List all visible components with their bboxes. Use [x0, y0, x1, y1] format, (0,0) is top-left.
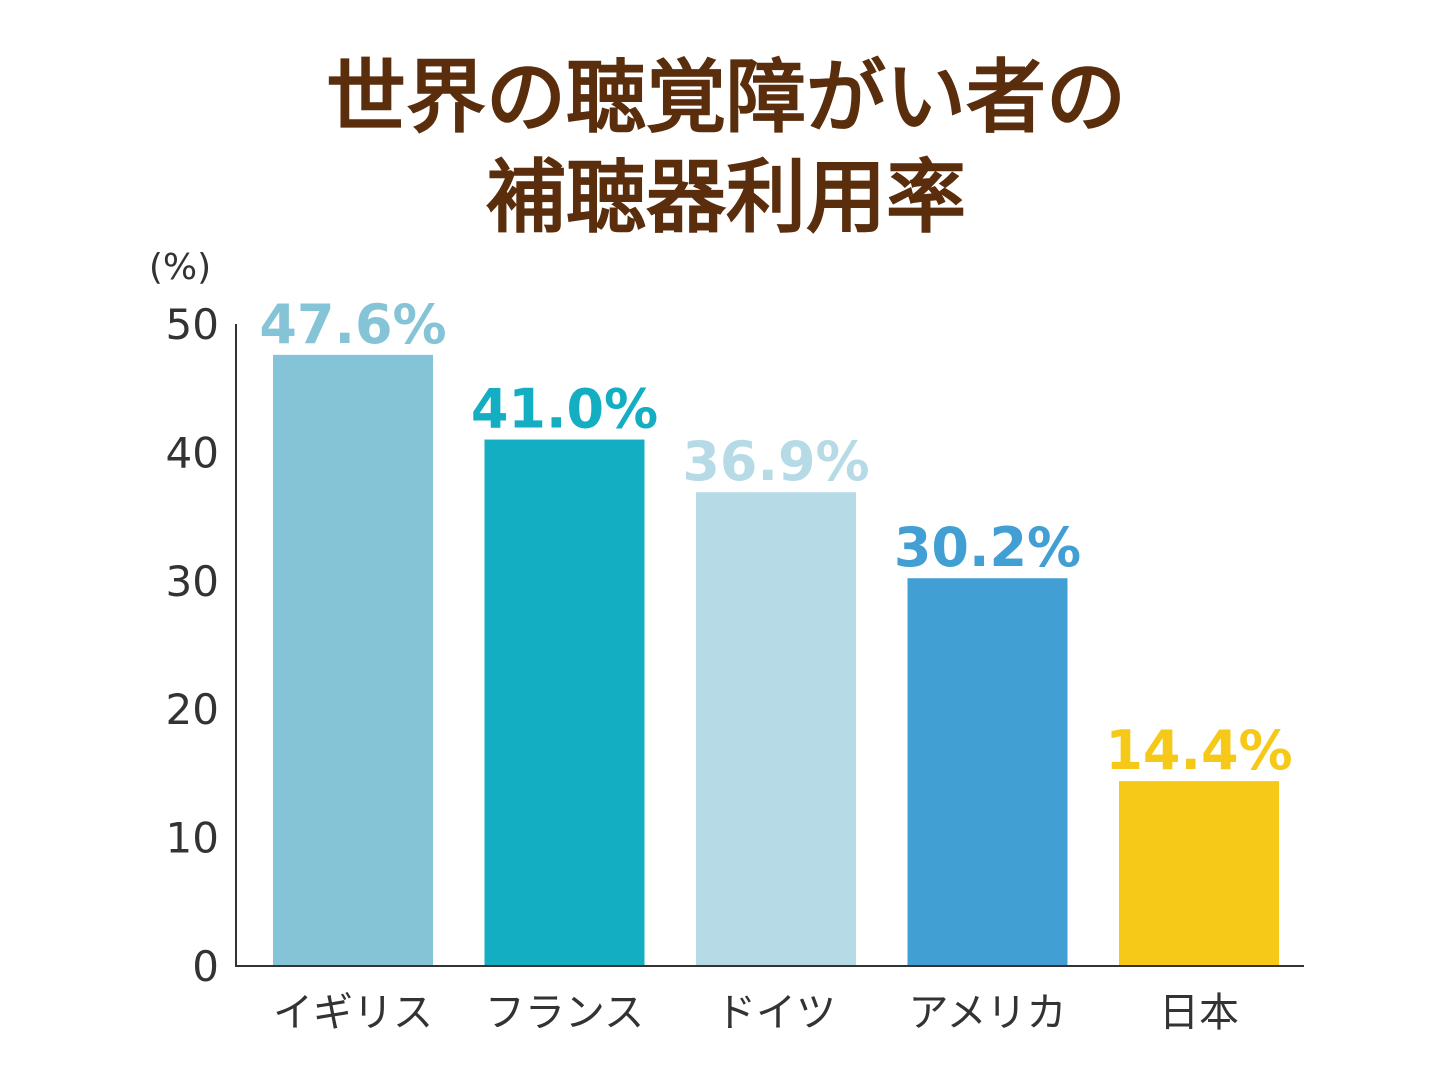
chart-title-line-1: 世界の聴覚障がい者の: [326, 51, 1126, 144]
y-unit-label: (%): [149, 247, 211, 288]
y-tick-label: 50: [166, 300, 219, 349]
y-tick-label: 0: [192, 942, 219, 991]
y-tick-label: 30: [166, 557, 219, 606]
x-tick-label: ドイツ: [716, 990, 836, 1036]
chart-title: 世界の聴覚障がい者の 補聴器利用率: [0, 48, 1452, 248]
y-tick-label: 20: [166, 685, 219, 734]
x-tick-label: イギリス: [273, 990, 433, 1036]
x-tick-label: フランス: [485, 990, 644, 1036]
bar: [484, 439, 645, 966]
x-tick-labels: イギリス フランス ドイツ アメリカ 日本: [273, 990, 1239, 1036]
value-label: 14.4%: [1105, 719, 1292, 782]
value-label: 41.0%: [471, 378, 658, 441]
bar: [1119, 781, 1279, 966]
y-tick-label: 10: [166, 814, 219, 863]
y-tick-labels: 0 10 20 30 40 50: [166, 300, 219, 991]
value-label: 47.6%: [259, 293, 446, 356]
bar: [696, 492, 856, 966]
y-tick-label: 40: [166, 428, 219, 477]
value-labels: 47.6% 41.0% 36.9% 30.2% 14.4%: [259, 293, 1292, 782]
value-label: 30.2%: [894, 516, 1081, 579]
chart-title-line-2: 補聴器利用率: [486, 151, 966, 244]
x-tick-label: 日本: [1159, 990, 1239, 1036]
bars: [273, 354, 1279, 966]
bar: [907, 578, 1068, 966]
x-tick-label: アメリカ: [909, 990, 1067, 1036]
value-label: 36.9%: [682, 430, 869, 493]
bar: [273, 354, 433, 966]
